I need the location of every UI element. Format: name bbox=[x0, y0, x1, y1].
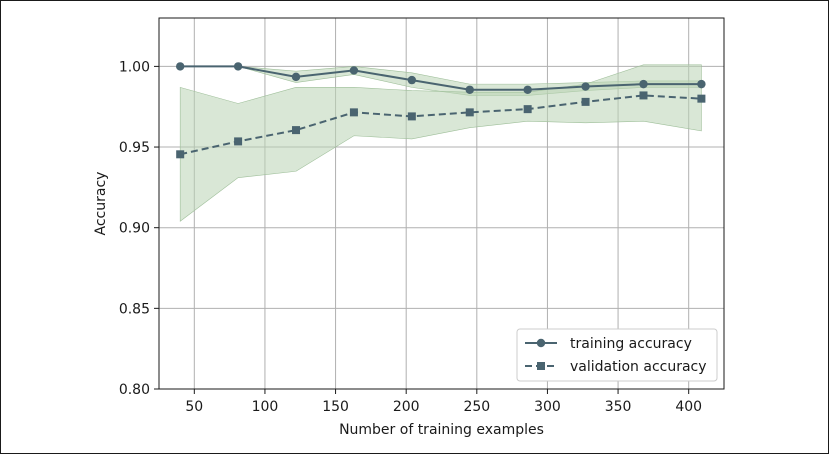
validation-point bbox=[465, 108, 474, 117]
y-axis-label: Accuracy bbox=[93, 172, 109, 236]
y-tick-label: 0.90 bbox=[119, 221, 150, 237]
x-axis-label: Number of training examples bbox=[339, 422, 544, 438]
plot-area-border bbox=[158, 17, 725, 390]
legend-marker-training bbox=[536, 338, 546, 348]
x-tick-label: 300 bbox=[534, 399, 561, 415]
training-point bbox=[233, 62, 243, 71]
training-point bbox=[465, 85, 474, 94]
training-point bbox=[697, 79, 706, 89]
y-tick-label: 0.95 bbox=[119, 140, 150, 156]
legend-marker-validation bbox=[537, 362, 545, 370]
x-tick-label: 100 bbox=[252, 399, 279, 415]
y-tick-label: 0.80 bbox=[119, 382, 150, 398]
series-line-validation bbox=[179, 94, 702, 156]
validation-point bbox=[349, 108, 358, 117]
axis-ticks: 50 100 150 200 250 300 350 400 0.80 0.85 0.90 0.95 1… bbox=[119, 59, 702, 415]
validation-point bbox=[407, 112, 416, 121]
legend: training accuracy validation accuracy bbox=[516, 328, 718, 382]
series-line-training bbox=[180, 65, 702, 91]
x-tick-label: 50 bbox=[185, 399, 203, 415]
x-tick-label: 250 bbox=[463, 399, 490, 415]
legend-label-validation: validation accuracy bbox=[570, 359, 707, 375]
y-tick-label: 0.85 bbox=[119, 301, 150, 317]
confidence-bands bbox=[179, 64, 702, 222]
validation-point bbox=[581, 97, 590, 106]
validation-point bbox=[176, 150, 185, 159]
series-lines bbox=[179, 65, 702, 156]
training-point bbox=[349, 66, 359, 75]
x-tick-label: 150 bbox=[322, 399, 349, 415]
validation-point bbox=[523, 105, 532, 114]
x-tick-label: 400 bbox=[675, 399, 702, 415]
training-point bbox=[407, 75, 417, 85]
training-point bbox=[639, 79, 648, 89]
legend-label-training: training accuracy bbox=[570, 336, 692, 352]
x-tick-label: 200 bbox=[393, 399, 420, 415]
training-point bbox=[581, 82, 590, 91]
x-tick-label: 350 bbox=[605, 399, 632, 415]
validation-point bbox=[639, 91, 648, 100]
legend-box bbox=[516, 328, 718, 382]
validation-point bbox=[292, 126, 301, 135]
training-point bbox=[291, 72, 301, 82]
training-point bbox=[523, 85, 532, 94]
series-markers bbox=[175, 62, 706, 159]
training-point bbox=[175, 62, 185, 71]
validation-point bbox=[234, 137, 243, 146]
validation-point bbox=[697, 94, 706, 103]
y-tick-label: 1.00 bbox=[119, 59, 150, 75]
